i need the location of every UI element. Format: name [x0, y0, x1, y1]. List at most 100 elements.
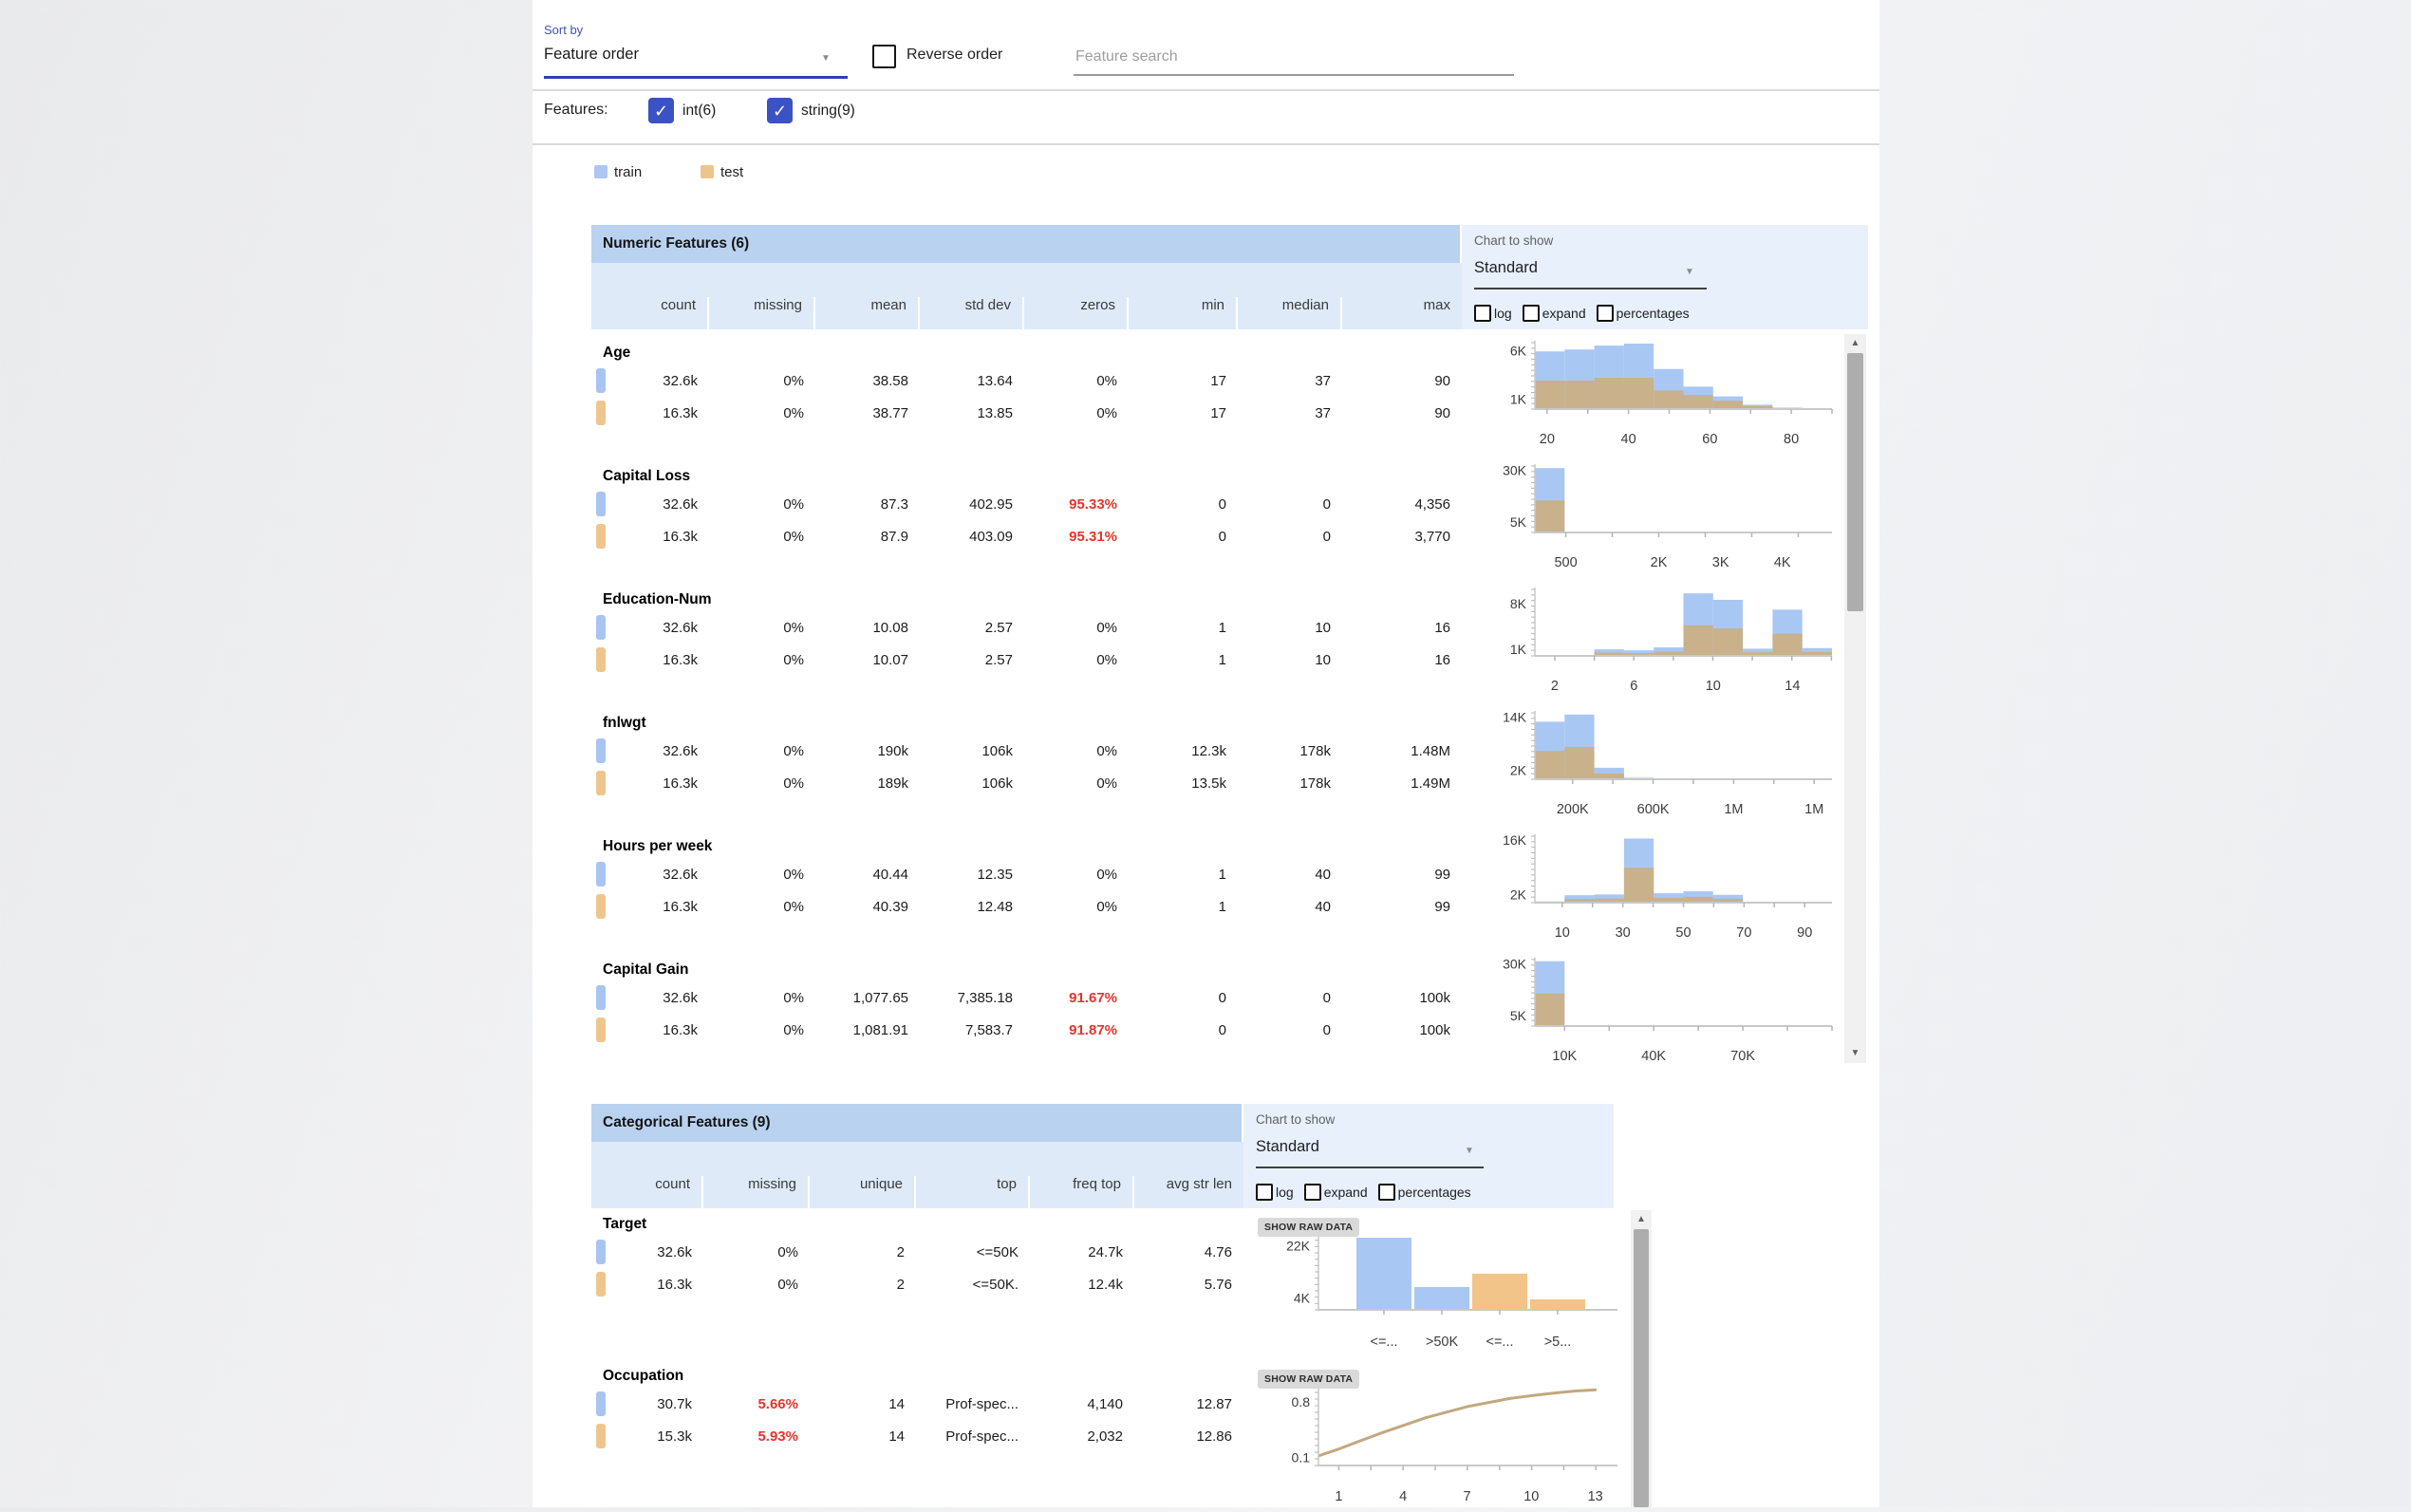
- feature-name: Target: [591, 1210, 1243, 1233]
- chart-to-show-label: Chart to show: [1474, 233, 1553, 248]
- stat-cell: 2.57: [920, 620, 1024, 636]
- column-header-stddev: std dev: [920, 297, 1024, 329]
- reverse-order-checkbox[interactable]: [872, 45, 896, 68]
- show-raw-data-button[interactable]: SHOW RAW DATA: [1258, 1218, 1359, 1237]
- stat-cell: 0%: [709, 743, 815, 759]
- feature-block-hours-per-week: Hours per week 32.6k 0% 40.44 12.35 0% 1…: [591, 832, 1462, 920]
- stat-cell: 178k: [1238, 743, 1342, 759]
- svg-text:2: 2: [1551, 679, 1559, 694]
- stat-cell: 16.3k: [631, 405, 709, 421]
- train-swatch: [591, 1240, 631, 1264]
- log-checkbox[interactable]: log: [1256, 1184, 1294, 1201]
- column-header-max: max: [1342, 297, 1462, 329]
- test-swatch: [591, 524, 631, 549]
- stat-cell: 32.6k: [631, 373, 709, 389]
- svg-text:60: 60: [1702, 432, 1717, 447]
- feature-block-target: Target 32.6k 0% 2 <=50K 24.7k 4.76 16.3k…: [591, 1210, 1243, 1297]
- train-legend-swatch: [594, 165, 607, 178]
- stat-cell: Prof-spec...: [916, 1396, 1030, 1412]
- train-swatch: [591, 615, 631, 640]
- svg-text:30K: 30K: [1503, 462, 1527, 477]
- svg-text:70: 70: [1736, 925, 1751, 941]
- percentages-checkbox[interactable]: percentages: [1378, 1184, 1471, 1201]
- numeric-chart-type-dropdown[interactable]: Standard: [1474, 259, 1538, 277]
- scrollbar-thumb[interactable]: [1847, 353, 1863, 611]
- stat-cell: Prof-spec...: [916, 1428, 1030, 1445]
- stat-cell: 12.35: [920, 867, 1024, 883]
- svg-text:2K: 2K: [1651, 555, 1668, 570]
- stat-cell: 0: [1238, 529, 1342, 545]
- table-row: 15.3k 5.93% 14 Prof-spec... 2,032 12.86: [591, 1423, 1243, 1449]
- log-checkbox[interactable]: log: [1474, 305, 1512, 322]
- stat-cell: 0%: [703, 1277, 810, 1293]
- feature-block-education-num: Education-Num 32.6k 0% 10.08 2.57 0% 1 1…: [591, 586, 1462, 673]
- int-features-checkbox[interactable]: ✓: [648, 98, 674, 123]
- stat-cell: 32.6k: [631, 496, 709, 513]
- stat-cell: 17: [1129, 405, 1238, 421]
- chevron-down-icon[interactable]: ▼: [1685, 267, 1694, 277]
- dropdown-underline: [1256, 1167, 1484, 1168]
- svg-text:40: 40: [1621, 432, 1636, 447]
- expand-checkbox[interactable]: expand: [1304, 1184, 1368, 1201]
- scroll-up-icon[interactable]: ▲: [1631, 1215, 1652, 1224]
- test-swatch: [591, 1424, 631, 1448]
- stat-cell: 12.87: [1134, 1396, 1243, 1412]
- categorical-charts-scrollbar[interactable]: ▲: [1631, 1210, 1652, 1507]
- expand-checkbox[interactable]: expand: [1523, 305, 1586, 322]
- checkbox-icon: [1256, 1184, 1273, 1201]
- log-label: log: [1276, 1185, 1294, 1200]
- stat-cell: 30.7k: [631, 1396, 703, 1412]
- checkbox-icon: [1474, 305, 1491, 322]
- stat-cell: 7,385.18: [920, 990, 1024, 1006]
- column-header-zeros: zeros: [1024, 297, 1129, 329]
- stat-cell: 1,077.65: [815, 990, 920, 1006]
- stat-cell: 87.9: [815, 529, 920, 545]
- scrollbar-thumb[interactable]: [1634, 1229, 1649, 1507]
- divider: [533, 89, 1879, 91]
- percentages-label: percentages: [1398, 1185, 1471, 1200]
- scroll-up-icon[interactable]: ▲: [1844, 339, 1866, 348]
- stat-cell: <=50K: [916, 1244, 1030, 1260]
- stat-cell: 16.3k: [631, 775, 709, 792]
- svg-text:30: 30: [1616, 925, 1631, 941]
- feature-search-input[interactable]: [1074, 40, 1514, 76]
- column-header-median: median: [1238, 297, 1342, 329]
- checkbox-icon: [1597, 305, 1614, 322]
- feature-name: Hours per week: [591, 832, 1462, 855]
- stat-cell: 1: [1129, 867, 1238, 883]
- stat-cell: 87.3: [815, 496, 920, 513]
- stat-cell: 0%: [709, 899, 815, 915]
- column-header-avg-str-len: avg str len: [1134, 1176, 1243, 1208]
- int-features-label: int(6): [682, 103, 716, 120]
- svg-text:4K: 4K: [1774, 555, 1791, 570]
- train-legend-label: train: [614, 164, 642, 180]
- stat-cell-alert: 5.93%: [703, 1428, 810, 1445]
- expand-label: expand: [1324, 1185, 1368, 1200]
- table-row: 16.3k 0% 38.77 13.85 0% 17 37 90: [591, 400, 1462, 426]
- categorical-chart-type-dropdown[interactable]: Standard: [1256, 1138, 1319, 1156]
- string-features-checkbox[interactable]: ✓: [767, 98, 793, 123]
- stat-cell: 5.76: [1134, 1277, 1243, 1293]
- test-swatch: [591, 647, 631, 672]
- show-raw-data-button[interactable]: SHOW RAW DATA: [1258, 1370, 1359, 1389]
- svg-text:>50K: >50K: [1426, 1335, 1459, 1350]
- percentages-checkbox[interactable]: percentages: [1597, 305, 1690, 322]
- svg-text:1M: 1M: [1804, 802, 1823, 817]
- chevron-down-icon[interactable]: ▼: [821, 53, 831, 64]
- scroll-down-icon[interactable]: ▼: [1844, 1049, 1866, 1058]
- table-row: 32.6k 0% 1,077.65 7,385.18 91.67% 0 0 10…: [591, 984, 1462, 1011]
- chevron-down-icon[interactable]: ▼: [1465, 1146, 1474, 1156]
- stat-cell: 2.57: [920, 652, 1024, 668]
- test-swatch: [591, 401, 631, 425]
- svg-text:1M: 1M: [1724, 802, 1743, 817]
- stat-cell: 0%: [1024, 867, 1129, 883]
- sort-order-dropdown[interactable]: Feature order: [544, 46, 639, 64]
- column-header-missing: missing: [709, 297, 815, 329]
- numeric-charts-scrollbar[interactable]: ▲ ▼: [1844, 334, 1866, 1063]
- column-header-count: count: [631, 1176, 703, 1208]
- table-row: 16.3k 0% 189k 106k 0% 13.5k 178k 1.49M: [591, 770, 1462, 796]
